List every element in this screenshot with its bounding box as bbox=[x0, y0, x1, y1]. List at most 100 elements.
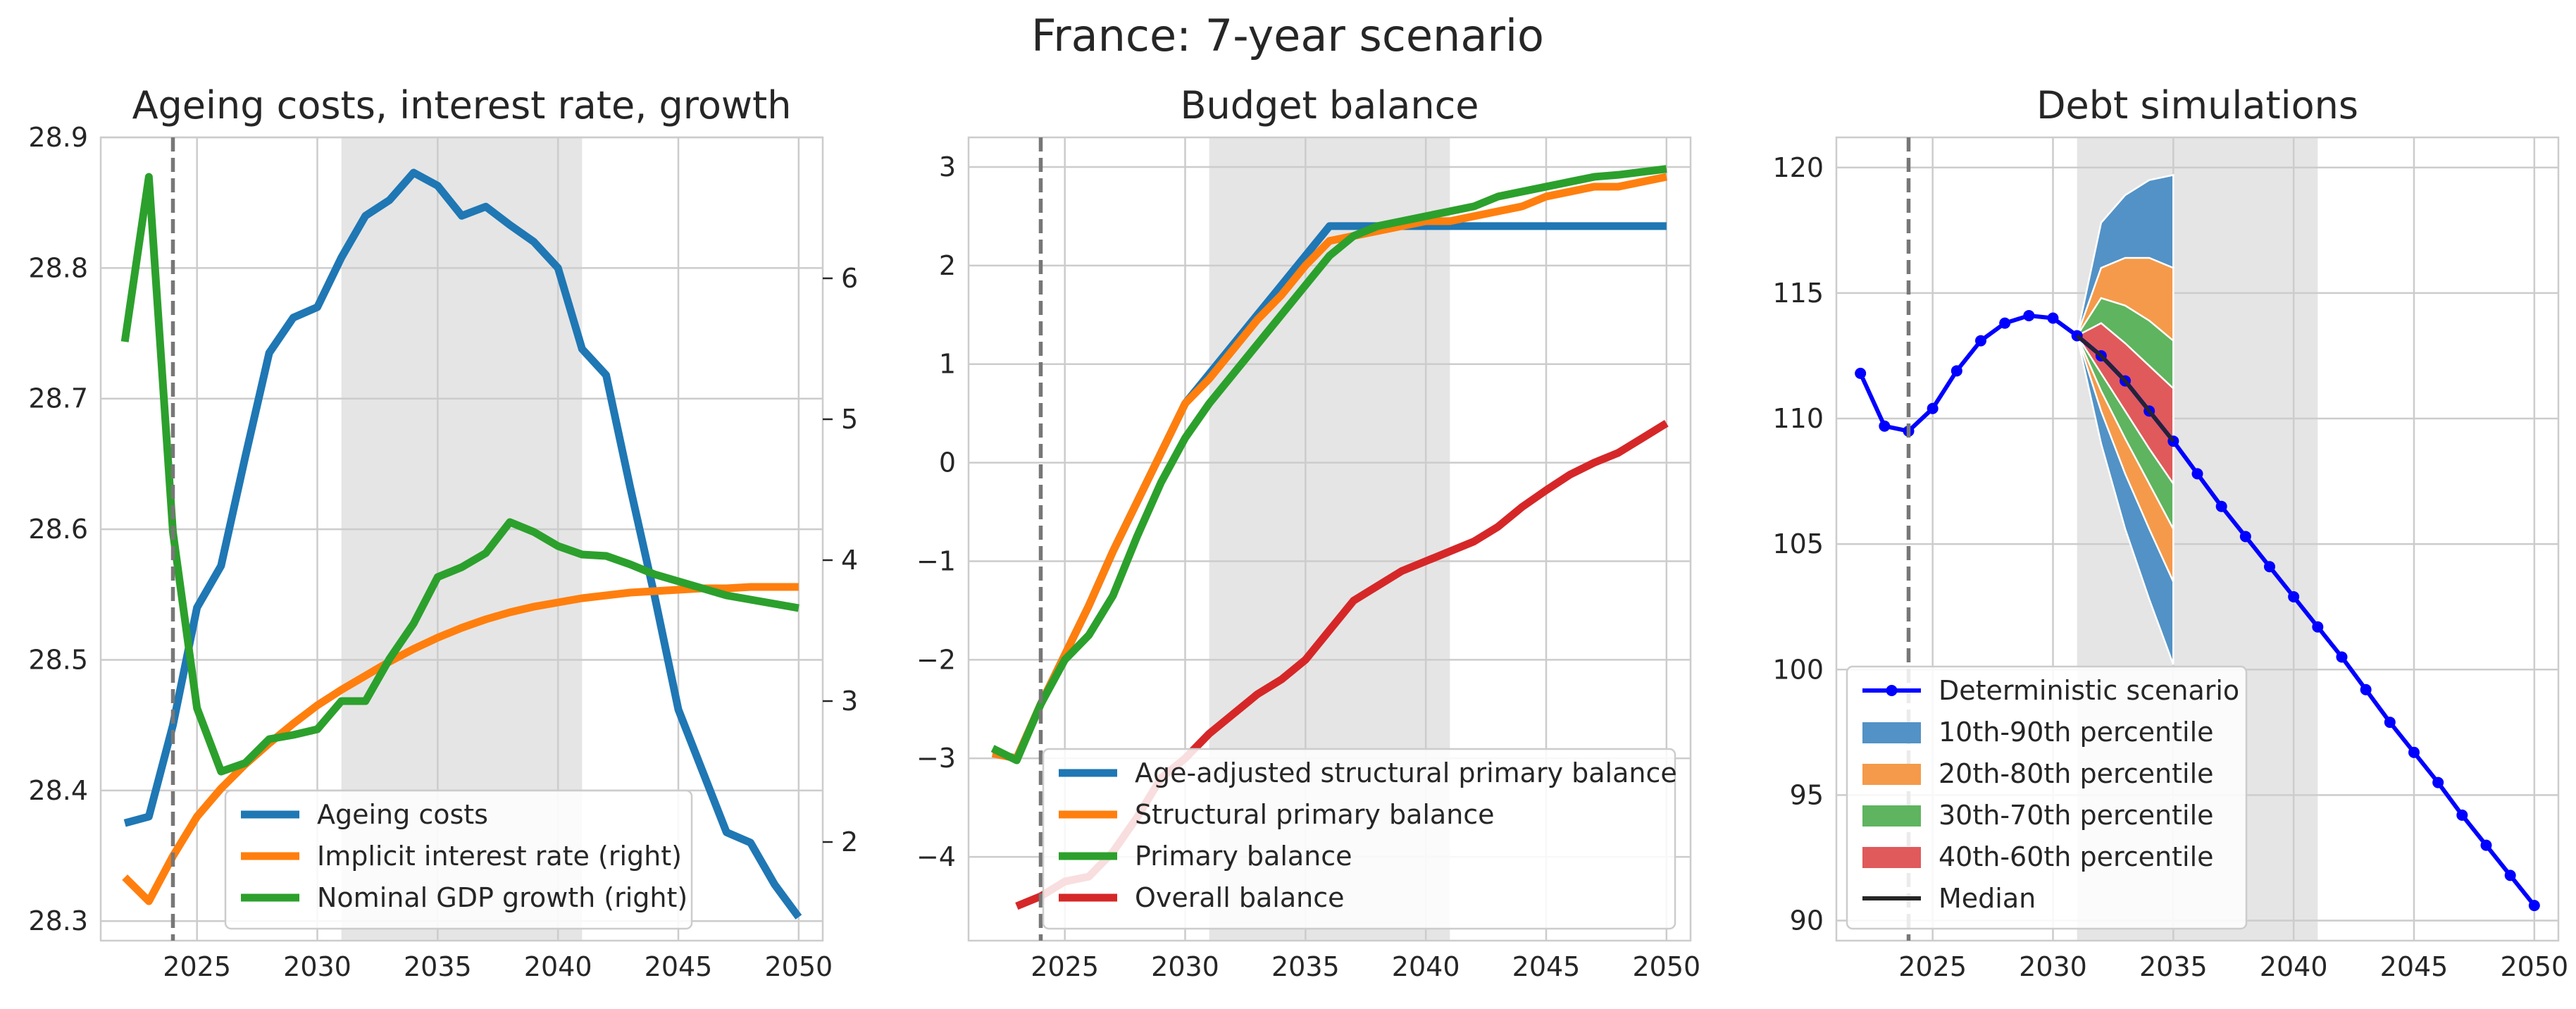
data-point bbox=[2480, 839, 2492, 851]
x-tick-label: 2025 bbox=[1031, 951, 1099, 982]
x-tick-label: 2045 bbox=[2380, 951, 2449, 982]
legend: Ageing costs Implicit interest rate (righ… bbox=[224, 789, 693, 930]
legend-label: Primary balance bbox=[1135, 841, 1352, 872]
axes-frame bbox=[1835, 136, 2560, 942]
y-tick-label: 0 bbox=[939, 447, 956, 478]
legend-label: 10th-90th percentile bbox=[1939, 717, 2214, 748]
series-line bbox=[123, 168, 802, 920]
axes-frame bbox=[967, 136, 1692, 942]
right-tick-label: 5 bbox=[841, 404, 858, 435]
y-tick-label: −2 bbox=[916, 644, 956, 675]
x-tick-label: 2040 bbox=[1392, 951, 1460, 982]
x-tick-label: 2050 bbox=[1632, 951, 1700, 982]
y-tick-label: −3 bbox=[916, 743, 956, 774]
chart-ageing-costs: 2025 2030 2035 2040 2045 2050 28.3 28.4 28.5 28.6… bbox=[28, 83, 858, 982]
x-tick-label: 2035 bbox=[2139, 951, 2208, 982]
data-point bbox=[1879, 420, 1891, 432]
y-tick-label: 105 bbox=[1772, 528, 1824, 559]
legend-box bbox=[1042, 748, 1676, 930]
y-tick-label: −4 bbox=[916, 841, 956, 872]
y-tick-label: −1 bbox=[916, 545, 956, 576]
chart-budget-balance: 2025 2030 2035 2040 2045 2050 −4 −3 −2 −1 0 1 2 3 Budg… bbox=[916, 83, 1700, 982]
series-line bbox=[990, 165, 1667, 765]
y-tick-label: 110 bbox=[1772, 403, 1824, 434]
legend-marker bbox=[1886, 685, 1898, 696]
legend: Age-adjusted structural primary balance S… bbox=[1042, 748, 1677, 930]
x-tick-label: 2050 bbox=[2500, 951, 2568, 982]
y-tick-label: 3 bbox=[939, 151, 956, 182]
data-point bbox=[1950, 365, 1962, 377]
figure-title: France: 7-year scenario bbox=[1031, 10, 1544, 61]
y-tick-label: 120 bbox=[1772, 152, 1824, 183]
y-tick-label: 28.4 bbox=[28, 775, 88, 806]
legend-label: 30th-70th percentile bbox=[1939, 800, 2214, 831]
chart-title: Budget balance bbox=[1181, 83, 1479, 128]
y-tick-label: 28.5 bbox=[28, 644, 88, 675]
y-tick-label: 28.7 bbox=[28, 383, 88, 414]
data-point bbox=[2360, 683, 2372, 695]
x-tick-label: 2035 bbox=[1271, 951, 1340, 982]
y-tick-label: 28.9 bbox=[28, 122, 88, 153]
data-point bbox=[2408, 746, 2420, 758]
data-point bbox=[2239, 531, 2251, 543]
legend-label: Ageing costs bbox=[317, 799, 488, 830]
right-tick-label: 3 bbox=[841, 686, 858, 717]
data-point bbox=[2504, 869, 2516, 881]
x-tick-label: 2030 bbox=[1151, 951, 1219, 982]
y-tick-label: 28.8 bbox=[28, 252, 88, 283]
legend-box bbox=[1846, 665, 2248, 930]
x-tick-label: 2045 bbox=[645, 951, 713, 982]
data-point bbox=[2312, 621, 2324, 633]
data-point bbox=[1927, 402, 1939, 414]
data-point bbox=[2528, 900, 2540, 912]
data-point bbox=[2215, 500, 2227, 512]
y-tick-label: 90 bbox=[1790, 905, 1824, 936]
legend-label: Implicit interest rate (right) bbox=[317, 841, 682, 872]
data-point bbox=[2191, 468, 2203, 480]
x-tick-label: 2030 bbox=[2019, 951, 2087, 982]
data-point bbox=[2432, 776, 2444, 788]
legend: Deterministic scenario 10th-90th percenti… bbox=[1846, 665, 2248, 930]
y-tick-label: 115 bbox=[1772, 278, 1824, 309]
legend-label: Median bbox=[1939, 883, 2036, 914]
data-point bbox=[2336, 651, 2348, 663]
data-point bbox=[2264, 561, 2275, 573]
x-tick-label: 2040 bbox=[2260, 951, 2328, 982]
legend-label: Nominal GDP growth (right) bbox=[317, 882, 687, 913]
y-tick-label: 2 bbox=[939, 250, 956, 281]
axes-frame bbox=[99, 136, 824, 942]
data-point bbox=[2047, 312, 2059, 324]
data-point bbox=[1975, 335, 1986, 347]
y-tick-label: 28.6 bbox=[28, 514, 88, 545]
legend-box bbox=[224, 789, 693, 930]
chart-title: Debt simulations bbox=[2036, 83, 2358, 128]
series-line bbox=[2076, 334, 2175, 442]
legend-label: 20th-80th percentile bbox=[1939, 758, 2214, 789]
series-line bbox=[120, 173, 799, 776]
plot-area bbox=[120, 168, 802, 920]
x-tick-label: 2040 bbox=[524, 951, 592, 982]
y-tick-label: 100 bbox=[1772, 654, 1824, 685]
legend-label: 40th-60th percentile bbox=[1939, 841, 2214, 872]
legend-swatch bbox=[1862, 847, 1921, 868]
y-tick-label: 1 bbox=[939, 349, 956, 380]
x-tick-label: 2025 bbox=[1898, 951, 1967, 982]
y-tick-label: 95 bbox=[1790, 779, 1824, 810]
series-line bbox=[122, 583, 799, 905]
legend-swatch bbox=[1862, 764, 1921, 785]
data-point bbox=[2288, 590, 2300, 602]
chart-title: Ageing costs, interest rate, growth bbox=[132, 83, 792, 128]
right-tick-label: 4 bbox=[841, 545, 858, 576]
x-tick-label: 2030 bbox=[283, 951, 351, 982]
right-tick-label: 6 bbox=[841, 263, 858, 294]
legend-swatch bbox=[1862, 805, 1921, 827]
right-tick-label: 2 bbox=[841, 827, 858, 858]
legend-label: Deterministic scenario bbox=[1939, 675, 2239, 706]
x-tick-label: 2035 bbox=[404, 951, 472, 982]
data-point bbox=[1999, 317, 2011, 329]
data-point bbox=[2384, 717, 2396, 729]
data-point bbox=[1855, 367, 1867, 379]
data-point bbox=[2456, 809, 2468, 821]
series-line bbox=[992, 173, 1667, 762]
